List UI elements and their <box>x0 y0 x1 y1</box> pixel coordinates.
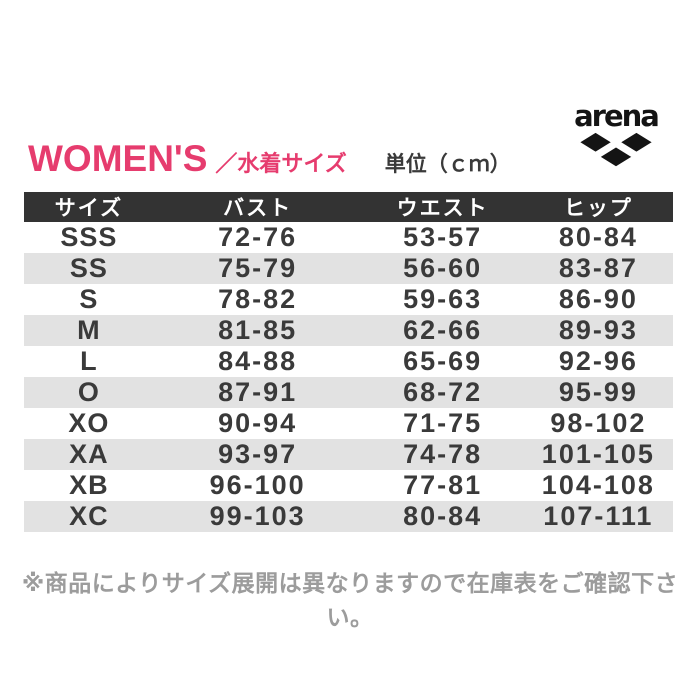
page-title: WOMEN'S <box>28 138 208 179</box>
cell-waist: 53-57 <box>403 222 483 252</box>
cell-bust: 99-103 <box>209 501 306 531</box>
cell-size: XA <box>69 439 109 469</box>
table-row: XA 93-97 74-78 101-105 <box>24 439 673 470</box>
cell-bust: 78-82 <box>218 284 298 314</box>
cell-bust: 84-88 <box>218 346 298 376</box>
cell-size: SSS <box>60 222 118 252</box>
size-table: サイズ バスト ウエスト ヒップ SSS 72-76 53-57 80-84 S… <box>24 192 673 532</box>
footnote: ※商品によりサイズ展開は異なりますので在庫表をご確認下さい。 <box>21 570 679 630</box>
table-row: L 84-88 65-69 92-96 <box>24 346 673 377</box>
table-row: O 87-91 68-72 95-99 <box>24 377 673 408</box>
cell-size: S <box>79 284 99 314</box>
unit-label: 単位（ｃｍ） <box>384 153 511 176</box>
cell-hip: 107-111 <box>543 501 654 531</box>
cell-size: XC <box>69 501 109 531</box>
cell-waist: 62-66 <box>403 315 483 345</box>
cell-size: XO <box>68 408 110 438</box>
brand-logo: arena <box>574 99 660 171</box>
cell-waist: 80-84 <box>403 501 483 531</box>
title-bar: WOMEN'S ／水着サイズ 単位（ｃｍ） <box>28 138 511 180</box>
header-cell-bust: バスト <box>223 197 293 220</box>
page-subtitle: ／水着サイズ <box>215 151 347 176</box>
cell-hip: 89-93 <box>558 315 638 345</box>
table-row: SS 75-79 56-60 83-87 <box>24 253 673 284</box>
cell-waist: 77-81 <box>403 470 483 500</box>
cell-waist: 59-63 <box>403 284 483 314</box>
cell-size: O <box>77 377 100 407</box>
cell-size: L <box>80 346 98 376</box>
header-cell-hip: ヒップ <box>563 197 633 220</box>
cell-waist: 71-75 <box>403 408 483 438</box>
cell-hip: 98-102 <box>550 408 647 438</box>
cell-hip: 80-84 <box>558 222 638 252</box>
cell-bust: 75-79 <box>218 253 298 283</box>
arena-diamonds-icon <box>579 132 653 169</box>
table-row: S 78-82 59-63 86-90 <box>24 284 673 315</box>
cell-size: SS <box>69 253 108 283</box>
cell-waist: 65-69 <box>403 346 483 376</box>
header-cell-waist: ウエスト <box>396 197 489 220</box>
cell-waist: 56-60 <box>403 253 483 283</box>
cell-bust: 90-94 <box>218 408 298 438</box>
cell-bust: 72-76 <box>218 222 298 252</box>
table-row: M 81-85 62-66 89-93 <box>24 315 673 346</box>
cell-hip: 86-90 <box>558 284 638 314</box>
cell-hip: 92-96 <box>558 346 638 376</box>
cell-hip: 95-99 <box>558 377 638 407</box>
cell-hip: 101-105 <box>541 439 655 469</box>
brand-wordmark: arena <box>574 99 660 133</box>
cell-size: M <box>77 315 101 345</box>
cell-hip: 83-87 <box>558 253 638 283</box>
table-row: SSS 72-76 53-57 80-84 <box>24 222 673 253</box>
cell-bust: 93-97 <box>218 439 298 469</box>
cell-waist: 68-72 <box>403 377 483 407</box>
table-row: XB 96-100 77-81 104-108 <box>24 470 673 501</box>
cell-bust: 96-100 <box>209 470 306 500</box>
table-row: XC 99-103 80-84 107-111 <box>24 501 673 532</box>
cell-hip: 104-108 <box>541 470 655 500</box>
table-header-row: サイズ バスト ウエスト ヒップ <box>24 192 673 222</box>
cell-waist: 74-78 <box>403 439 483 469</box>
cell-bust: 87-91 <box>218 377 298 407</box>
table-body: SSS 72-76 53-57 80-84 SS 75-79 56-60 83-… <box>24 222 673 532</box>
table-row: XO 90-94 71-75 98-102 <box>24 408 673 439</box>
cell-bust: 81-85 <box>218 315 298 345</box>
cell-size: XB <box>69 470 109 500</box>
header-cell-size: サイズ <box>54 197 124 220</box>
